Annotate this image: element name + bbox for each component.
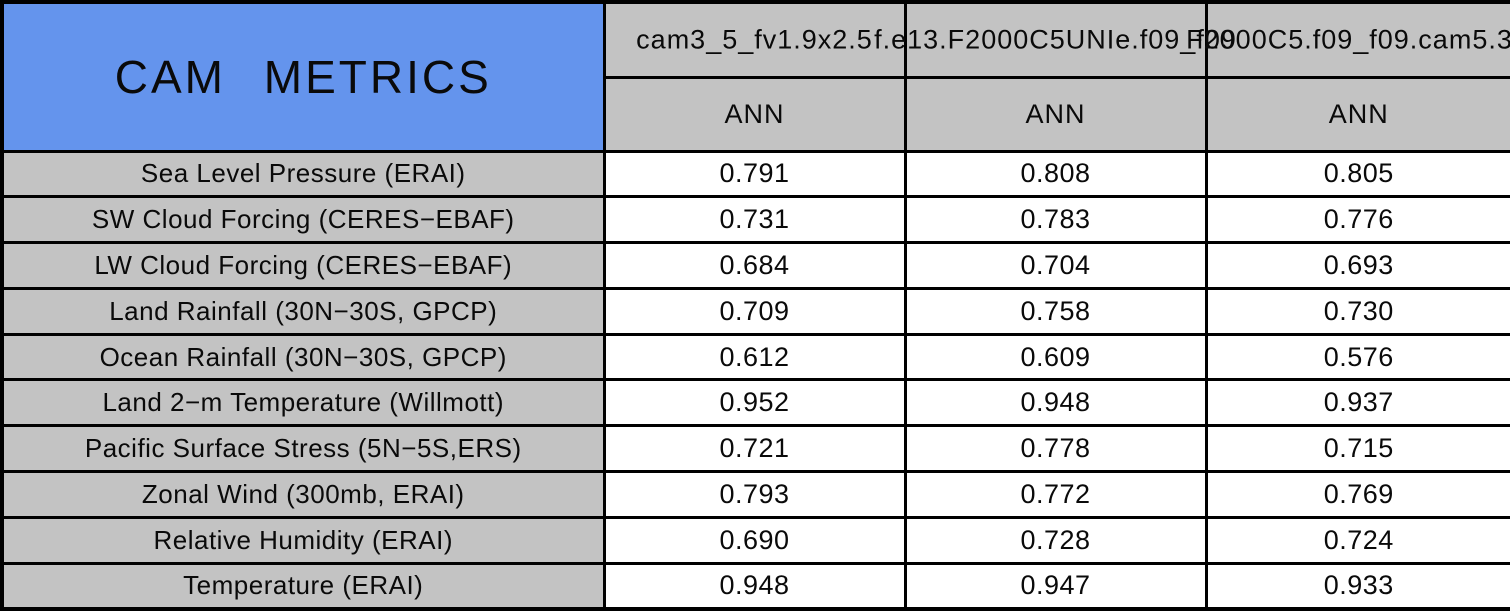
- metric-value: 0.805: [1204, 149, 1510, 199]
- model-name-3: F2000C5.f09_f09.cam5.3.r: [1186, 24, 1510, 55]
- metric-value: 0.704: [903, 241, 1208, 290]
- metric-row-sea-level-pressure: Sea Level Pressure (ERAI) 0.791 0.808 0.…: [0, 149, 1510, 199]
- metric-row-ocean-rainfall: Ocean Rainfall (30N−30S, GPCP) 0.612 0.6…: [0, 332, 1510, 382]
- metric-label: SW Cloud Forcing (CERES−EBAF): [0, 195, 606, 245]
- metric-value: 0.728: [903, 515, 1208, 565]
- metric-value: 0.731: [602, 195, 907, 245]
- season-label-1: ANN: [602, 75, 907, 153]
- metric-label: LW Cloud Forcing (CERES−EBAF): [0, 241, 606, 290]
- metric-label: Pacific Surface Stress (5N−5S,ERS): [0, 424, 606, 474]
- metric-value: 0.952: [602, 378, 907, 428]
- table-title: CAM METRICS: [0, 0, 606, 153]
- metric-row-sw-cloud-forcing: SW Cloud Forcing (CERES−EBAF) 0.731 0.78…: [0, 195, 1510, 245]
- metric-value: 0.576: [1204, 332, 1510, 382]
- metric-value: 0.948: [903, 378, 1208, 428]
- metric-value: 0.947: [903, 561, 1208, 611]
- model-column-1: cam3_5_fv1.9x2.5: [602, 0, 907, 79]
- header-row-models: CAM METRICS cam3_5_fv1.9x2.5 f.e13.F2000…: [0, 0, 1510, 153]
- metric-value: 0.937: [1204, 378, 1510, 428]
- model-column-2: f.e13.F2000C5UNIe.f09_f09: [874, 0, 1236, 79]
- model-column-3: F2000C5.f09_f09.cam5.3.r: [1186, 0, 1510, 79]
- metric-value: 0.778: [903, 424, 1208, 474]
- metric-value: 0.721: [602, 424, 907, 474]
- metric-value: 0.609: [903, 332, 1208, 382]
- metric-value: 0.709: [602, 286, 907, 336]
- metric-value: 0.948: [602, 561, 907, 611]
- model-name-2: f.e13.F2000C5UNIe.f09_f09: [874, 24, 1237, 55]
- metric-value: 0.776: [1204, 195, 1510, 245]
- metric-value: 0.758: [903, 286, 1208, 336]
- metric-value: 0.684: [602, 241, 907, 290]
- metric-row-temperature: Temperature (ERAI) 0.948 0.947 0.933: [0, 561, 1510, 611]
- metric-value: 0.808: [903, 149, 1208, 199]
- metric-row-pacific-surface-stress: Pacific Surface Stress (5N−5S,ERS) 0.721…: [0, 424, 1510, 474]
- metric-value: 0.724: [1204, 515, 1510, 565]
- metric-row-relative-humidity: Relative Humidity (ERAI) 0.690 0.728 0.7…: [0, 515, 1510, 565]
- metric-value: 0.772: [903, 470, 1208, 519]
- metric-row-land-rainfall: Land Rainfall (30N−30S, GPCP) 0.709 0.75…: [0, 286, 1510, 336]
- metric-row-zonal-wind: Zonal Wind (300mb, ERAI) 0.793 0.772 0.7…: [0, 470, 1510, 519]
- season-label-2: ANN: [903, 75, 1208, 153]
- metric-value: 0.690: [602, 515, 907, 565]
- metric-value: 0.612: [602, 332, 907, 382]
- metric-row-land-2m-temperature: Land 2−m Temperature (Willmott) 0.952 0.…: [0, 378, 1510, 428]
- header-row-seasons: ANN ANN ANN: [2, 75, 1510, 153]
- metric-label: Land Rainfall (30N−30S, GPCP): [0, 286, 606, 336]
- metric-label: Ocean Rainfall (30N−30S, GPCP): [0, 332, 606, 382]
- season-label-3: ANN: [1204, 75, 1510, 153]
- metric-value: 0.769: [1204, 470, 1510, 519]
- metric-label: Temperature (ERAI): [0, 561, 606, 611]
- metric-label: Land 2−m Temperature (Willmott): [0, 378, 606, 428]
- metric-row-lw-cloud-forcing: LW Cloud Forcing (CERES−EBAF) 0.684 0.70…: [0, 241, 1510, 290]
- metric-label: Relative Humidity (ERAI): [0, 515, 606, 565]
- metric-value: 0.793: [602, 470, 907, 519]
- metric-value: 0.715: [1204, 424, 1510, 474]
- metric-value: 0.693: [1204, 241, 1510, 290]
- metric-label: Sea Level Pressure (ERAI): [0, 149, 606, 199]
- metric-value: 0.791: [602, 149, 907, 199]
- metric-label: Zonal Wind (300mb, ERAI): [0, 470, 606, 519]
- metric-value: 0.933: [1204, 561, 1510, 611]
- model-name-1: cam3_5_fv1.9x2.5: [636, 24, 873, 55]
- metric-value: 0.730: [1204, 286, 1510, 336]
- metric-value: 0.783: [903, 195, 1208, 245]
